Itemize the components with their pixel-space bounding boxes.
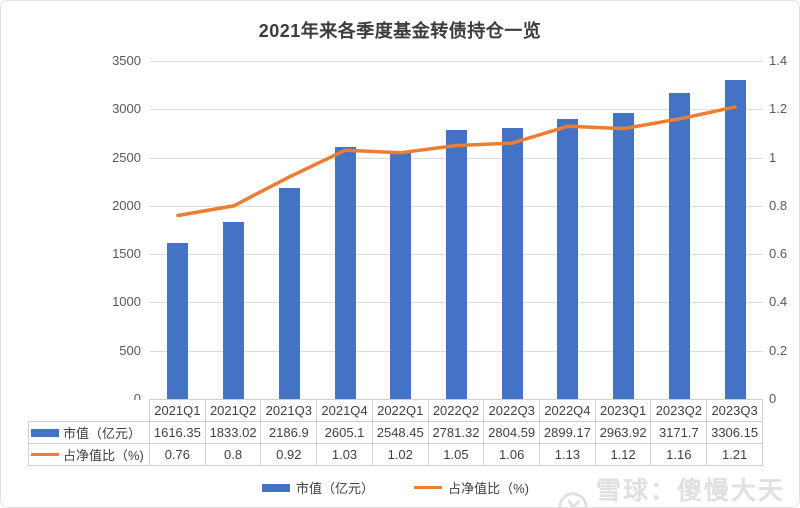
xueqiu-snowball-icon — [558, 492, 588, 507]
bar — [390, 152, 412, 399]
legend-item-bar: 市值（亿元） — [262, 478, 374, 497]
table-cell: 1.21 — [706, 443, 763, 466]
plot-area — [150, 61, 763, 399]
table-cell: 3306.15 — [706, 421, 763, 444]
watermark: 雪球：傻慢大天才 — [557, 471, 799, 507]
table-header-cell: 2022Q3 — [483, 399, 541, 422]
bar — [278, 187, 300, 399]
table-header-cell: 2021Q1 — [149, 399, 206, 422]
left-axis-tick: 2000 — [112, 197, 141, 213]
table-cell: 1.03 — [316, 443, 373, 466]
right-axis-tick: 1.4 — [769, 53, 788, 68]
table-header-cell: 2023Q3 — [706, 399, 763, 422]
bar-legend-key-icon — [31, 428, 59, 437]
table-header-cell: 2023Q2 — [650, 399, 708, 422]
table-header-cell: 2022Q2 — [427, 399, 485, 422]
gridline — [150, 61, 763, 62]
left-axis-tick: 500 — [119, 342, 141, 358]
watermark-text: 雪球：傻慢大天才 — [595, 477, 785, 505]
table-cell: 2963.92 — [594, 421, 652, 444]
right-axis-tick: 1 — [769, 149, 777, 165]
table-cell: 1.05 — [427, 443, 485, 466]
right-axis-tick: 1.2 — [769, 101, 788, 117]
bar — [223, 221, 245, 399]
ratio-line — [176, 105, 737, 218]
chart-title: 2021年来各季度基金转债持仓一览 — [258, 21, 542, 41]
legend-bar-label: 市值（亿元） — [296, 481, 375, 496]
table-row: 市值（亿元） 1616.35 1833.02 2186.9 2605.1 2548.45 2… — [28, 421, 763, 444]
left-axis-tick: 3500 — [112, 53, 141, 68]
table-cell: 2781.32 — [427, 421, 485, 444]
table-cell: 1.06 — [483, 443, 541, 466]
table-cell: 0.92 — [260, 443, 318, 466]
data-table: 2021Q1 2021Q2 2021Q3 2021Q4 2022Q1 2022Q2 2022… — [28, 399, 763, 466]
table-cell: 1.12 — [594, 443, 652, 466]
series-name: 市值（亿元） — [63, 426, 142, 441]
table-header-cell: 2021Q2 — [204, 399, 262, 422]
table-cell: 2899.17 — [539, 421, 596, 444]
bar — [167, 242, 189, 399]
table-cell: 2605.1 — [316, 421, 373, 444]
table-cell: 1.16 — [650, 443, 708, 466]
line-series — [176, 105, 737, 218]
table-header-cell: 2023Q1 — [594, 399, 652, 422]
table-row: 占净值比（%) 0.76 0.8 0.92 1.03 1.02 1.05 1.06 1.13 1.… — [28, 443, 763, 466]
chart-legend: 市值（亿元） 占净值比（%) — [28, 478, 763, 497]
right-axis-tick: 0.4 — [769, 294, 788, 310]
line-legend-key-icon — [31, 453, 59, 456]
left-axis-tick: 0 — [133, 391, 141, 406]
table-cell: 0.8 — [204, 443, 262, 466]
table-cell: 2548.45 — [371, 421, 429, 444]
line-legend-key-icon — [414, 486, 443, 489]
table-header-cell: 2022Q4 — [539, 399, 596, 422]
right-axis-tick: 0.8 — [769, 197, 788, 213]
legend-line-label: 占净值比（%) — [448, 481, 529, 496]
bar — [446, 130, 467, 399]
right-axis-tick: 0 — [769, 391, 777, 406]
left-axis-tick: 2500 — [112, 149, 141, 165]
table-cell: 1616.35 — [149, 421, 206, 444]
table-cell: 1833.02 — [204, 421, 262, 444]
table-cell: 1.02 — [371, 443, 429, 466]
bar — [613, 112, 635, 399]
gridline — [150, 109, 763, 111]
table-cell: 3171.7 — [650, 421, 708, 444]
left-axis-tick: 1000 — [112, 294, 141, 310]
legend-item-line: 占净值比（%) — [414, 478, 529, 497]
right-axis-tick: 0.6 — [769, 246, 788, 262]
bar — [557, 119, 579, 399]
table-header-cell: 2021Q3 — [260, 399, 318, 422]
table-cell: 2804.59 — [483, 421, 541, 444]
table-row-label: 占净值比（%) — [28, 443, 150, 466]
bar — [668, 92, 690, 399]
table-cell: 0.76 — [149, 443, 206, 466]
table-corner-cell — [28, 399, 150, 422]
table-header-cell: 2022Q1 — [371, 399, 429, 422]
bar — [501, 128, 523, 399]
bar — [724, 79, 746, 399]
left-axis-tick: 1500 — [112, 246, 141, 262]
right-axis-tick: 0.2 — [769, 342, 788, 358]
table-cell: 1.13 — [539, 443, 596, 466]
left-axis-tick: 3000 — [112, 101, 141, 117]
table-row-label: 市值（亿元） — [28, 421, 150, 444]
bar-legend-key-icon — [262, 483, 291, 492]
series-name: 占净值比（%) — [63, 448, 144, 463]
table-header-cell: 2021Q4 — [316, 399, 373, 422]
table-cell: 2186.9 — [260, 421, 318, 444]
bar — [334, 147, 356, 399]
